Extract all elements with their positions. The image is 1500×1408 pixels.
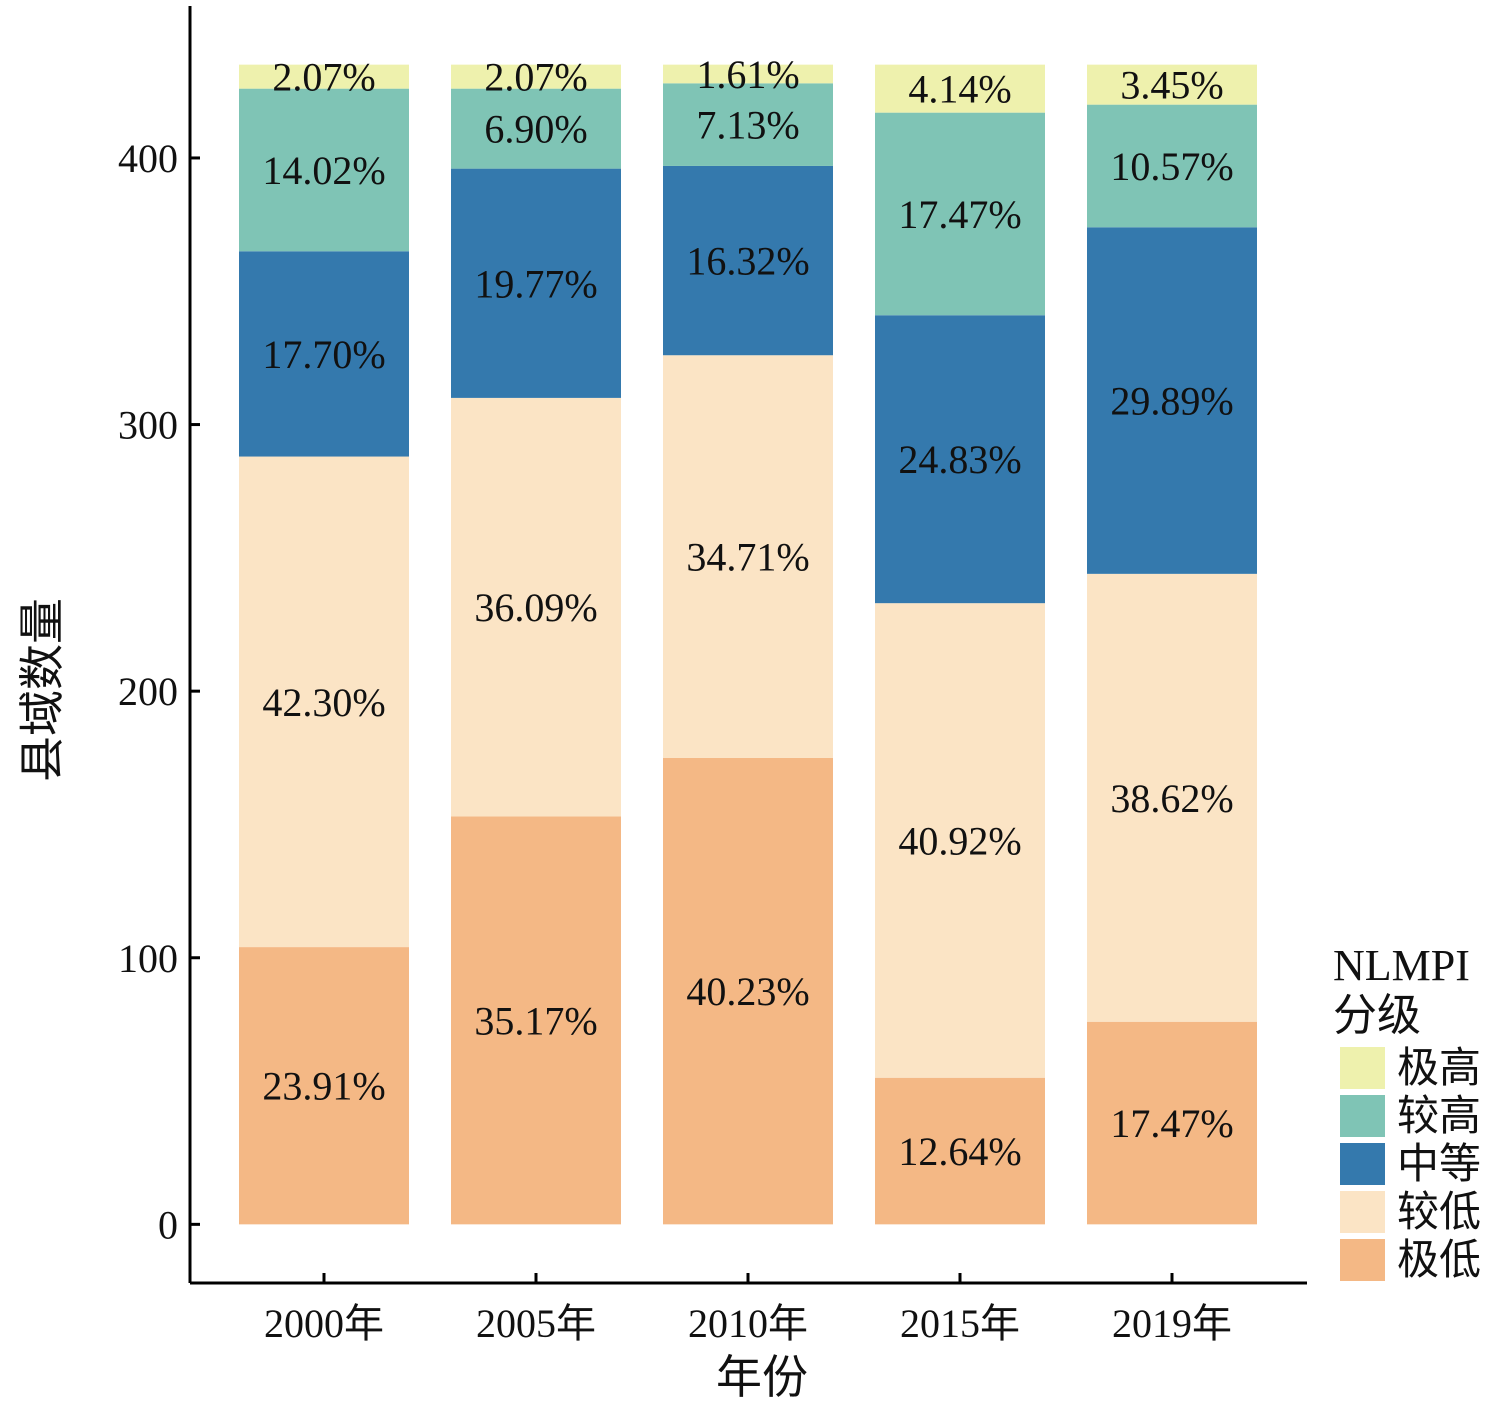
bar-segment-4-3: [663, 83, 833, 166]
segment-label-4-4: 17.47%: [898, 192, 1021, 237]
bar-segment-5-4: [875, 64, 1045, 113]
segment-label-4-2: 6.90%: [484, 107, 587, 152]
bar-segment-5-3: [663, 64, 833, 84]
segment-label-5-2: 2.07%: [484, 55, 587, 100]
segment-label-2-2: 36.09%: [474, 585, 597, 630]
segment-label-3-1: 17.70%: [262, 332, 385, 377]
legend-swatch-5: [1340, 1239, 1385, 1281]
bar-segment-2-5: [1087, 573, 1257, 1022]
segment-label-1-3: 40.23%: [686, 969, 809, 1014]
segment-label-2-3: 34.71%: [686, 535, 809, 580]
segment-label-4-3: 7.13%: [696, 103, 799, 148]
bar-segment-1-2: [451, 816, 621, 1225]
segment-label-5-4: 4.14%: [908, 67, 1011, 112]
bars-layer: [239, 64, 1257, 1225]
bar-segment-4-5: [1087, 104, 1257, 228]
legend-label-4: 较低: [1397, 1189, 1481, 1236]
x-tick-label-5: 2019年: [1112, 1301, 1232, 1346]
x-tick-label-3: 2010年: [688, 1301, 808, 1346]
x-tick-label-2: 2005年: [476, 1301, 596, 1346]
segment-label-4-5: 10.57%: [1110, 144, 1233, 189]
bar-segment-3-2: [451, 168, 621, 398]
segment-label-1-2: 35.17%: [474, 998, 597, 1043]
bar-segment-5-2: [451, 64, 621, 89]
segment-label-2-5: 38.62%: [1110, 776, 1233, 821]
legend-label-5: 极低: [1397, 1238, 1481, 1284]
x-tick-label-1: 2000年: [264, 1301, 384, 1346]
x-tick-label-4: 2015年: [900, 1301, 1020, 1346]
legend-label-2: 较高: [1397, 1093, 1481, 1140]
y-axis-title: 县域数量: [17, 598, 68, 782]
segment-label-1-1: 23.91%: [262, 1064, 385, 1109]
bar-segment-1-4: [875, 1077, 1045, 1225]
segment-label-1-5: 17.47%: [1110, 1101, 1233, 1146]
bar-segment-2-4: [875, 603, 1045, 1078]
bar-segment-2-1: [239, 456, 409, 948]
legend-swatch-3: [1340, 1143, 1385, 1185]
bar-segment-4-1: [239, 88, 409, 252]
segment-label-3-3: 16.32%: [686, 239, 809, 284]
segment-label-2-1: 42.30%: [262, 680, 385, 725]
y-tick-label-1: 0: [158, 1202, 178, 1247]
legend-label-3: 中等: [1397, 1142, 1481, 1188]
segment-label-3-2: 19.77%: [474, 261, 597, 306]
y-tick-label-5: 400: [118, 136, 178, 181]
segment-label-5-5: 3.45%: [1120, 63, 1223, 108]
bar-segment-1-3: [663, 757, 833, 1225]
legend-swatch-2: [1340, 1095, 1385, 1137]
bar-segment-5-1: [239, 64, 409, 89]
segment-label-4-1: 14.02%: [262, 148, 385, 193]
bar-segment-4-2: [451, 88, 621, 169]
y-tick-label-2: 100: [118, 936, 178, 981]
segment-label-1-4: 12.64%: [898, 1129, 1021, 1174]
bar-segment-1-5: [1087, 1021, 1257, 1225]
segment-labels-layer: 23.91% 42.30% 17.70% 14.02% 2.07% 35.17% 36.09…: [262, 52, 1233, 1174]
segment-label-3-4: 24.83%: [898, 437, 1021, 482]
bar-segment-5-5: [1087, 64, 1257, 105]
segment-label-5-1: 2.07%: [272, 55, 375, 100]
legend-swatch-1: [1340, 1047, 1385, 1089]
bar-segment-1-1: [239, 947, 409, 1225]
bar-segment-2-2: [451, 397, 621, 817]
segment-label-5-3: 1.61%: [696, 52, 799, 97]
bar-segment-3-3: [663, 165, 833, 356]
x-axis-title: 年份: [716, 1352, 808, 1403]
segment-label-3-5: 29.89%: [1110, 379, 1233, 424]
bar-segment-4-4: [875, 112, 1045, 316]
axes-layer: 0 100 200 300 400 2000年 2005年 2010年 2015年 2019年: [118, 6, 1307, 1346]
bar-segment-3-1: [239, 251, 409, 457]
bar-segment-3-5: [1087, 227, 1257, 574]
bar-segment-3-4: [875, 315, 1045, 604]
legend-title-line1: NLMPI: [1333, 941, 1470, 990]
legend-title-line2: 分级: [1333, 991, 1421, 1040]
legend-swatch-4: [1340, 1191, 1385, 1233]
legend-label-1: 极高: [1397, 1046, 1481, 1092]
segment-label-2-4: 40.92%: [898, 818, 1021, 863]
y-tick-label-4: 300: [118, 403, 178, 448]
y-tick-label-3: 200: [118, 669, 178, 714]
bar-segment-2-3: [663, 355, 833, 758]
